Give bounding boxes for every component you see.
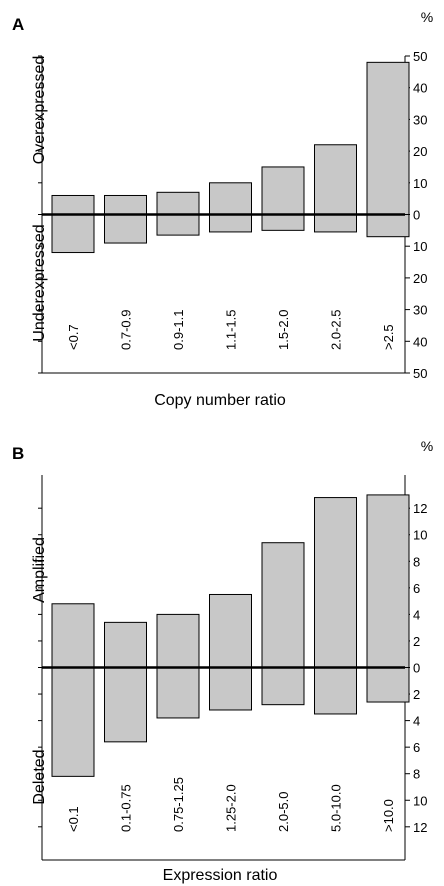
panel-a-bar-lower-6: [366, 214, 410, 238]
panel-b-bar-lower-2: [156, 667, 200, 719]
panel-b-tick-label: 6: [413, 740, 420, 755]
panel-b-tick-label: 4: [413, 607, 420, 622]
panel-b-tick-label: 10: [413, 528, 427, 543]
panel-a-bar-upper-5: [314, 144, 357, 215]
panel-b-tick-label: 12: [413, 820, 427, 835]
panel-b-bar-upper-6: [366, 494, 410, 668]
panel-a-tick-label: 20: [413, 271, 427, 286]
panel-a-tick-label: 30: [413, 112, 427, 127]
panel-a-bar-upper-3: [209, 182, 252, 216]
panel-a-bar-lower-4: [261, 214, 305, 231]
panel-b-tick-label: 10: [413, 793, 427, 808]
panel-b-bar-lower-0: [51, 667, 95, 777]
panel-a-tick-label: 40: [413, 81, 427, 96]
panel-a-lower-label: Underexpressed: [31, 224, 48, 341]
panel-a-bar-lower-0: [51, 214, 95, 254]
panel-a-category-label-1: 0.7-0.9: [119, 310, 134, 350]
panel-a-category-label-6: >2.5: [381, 324, 396, 350]
panel-b-tick-label: 2: [413, 687, 420, 702]
panel-a-bar-lower-1: [104, 214, 147, 244]
panel-b-bar-upper-5: [314, 497, 357, 668]
panel-a-bar-lower-3: [209, 214, 252, 233]
panel-b-category-label-2: 0.75-1.25: [171, 777, 186, 832]
panel-a-tick-label: 50: [413, 366, 427, 381]
panel-a-tick-label: 10: [413, 239, 427, 254]
panel-b-tick-label: 6: [413, 581, 420, 596]
panel-b-bar-upper-0: [51, 603, 95, 669]
panel-b-bar-lower-3: [209, 667, 252, 711]
panel-a-bar-upper-1: [104, 194, 147, 215]
panel-a-category-label-3: 1.1-1.5: [224, 310, 239, 350]
panel-b-category-label-3: 1.25-2.0: [224, 784, 239, 832]
panel-a-tick-label: 20: [413, 144, 427, 159]
panel-b-bar-lower-1: [104, 667, 147, 743]
panel-b-bar-lower-4: [261, 667, 305, 706]
panel-b-tick-label: 8: [413, 767, 420, 782]
panel-a: A % Overexpressed Underexpressed Copy nu…: [12, 9, 433, 409]
panel-b: B % Amplified Deleted Expression ratio 1…: [12, 438, 433, 884]
panel-a-tick-label: 40: [413, 334, 427, 349]
panel-b-bar-lower-6: [366, 667, 410, 703]
panel-a-tick-label: 50: [413, 49, 427, 64]
panel-a-bar-upper-4: [261, 166, 305, 215]
panel-a-bar-lower-5: [314, 214, 357, 233]
panel-b-x-axis-title: Expression ratio: [163, 867, 278, 884]
panel-b-category-label-0: <0.1: [66, 806, 81, 832]
panel-a-category-label-0: <0.7: [66, 324, 81, 350]
panel-a-upper-label: Overexpressed: [31, 56, 48, 165]
panel-a-category-label-4: 1.5-2.0: [276, 310, 291, 350]
panel-b-category-label-1: 0.1-0.75: [119, 784, 134, 832]
panel-b-tick-label: 8: [413, 554, 420, 569]
panel-b-category-label-6: >10.0: [381, 799, 396, 832]
panel-b-unit: %: [421, 438, 433, 454]
panel-b-lower-label: Deleted: [31, 749, 48, 804]
panel-a-tick-label: 0: [413, 208, 420, 223]
panel-a-category-label-5: 2.0-2.5: [329, 310, 344, 350]
panel-a-category-label-2: 0.9-1.1: [171, 310, 186, 350]
panel-b-bar-lower-5: [314, 667, 357, 715]
panel-b-bar-upper-4: [261, 542, 305, 669]
panel-a-label: A: [12, 15, 24, 34]
panel-a-bar-upper-6: [366, 61, 410, 216]
panel-b-tick-label: 0: [413, 661, 420, 676]
panel-a-bar-upper-2: [156, 191, 200, 215]
panel-a-bar-lower-2: [156, 214, 200, 236]
panel-b-category-label-5: 5.0-10.0: [329, 784, 344, 832]
panel-b-tick-label: 12: [413, 501, 427, 516]
panel-a-tick-label: 30: [413, 303, 427, 318]
panel-b-bar-upper-1: [104, 621, 147, 668]
panel-a-bar-upper-0: [51, 194, 95, 215]
panel-a-tick-label: 10: [413, 176, 427, 191]
panel-b-label: B: [12, 444, 24, 463]
panel-b-bar-upper-2: [156, 613, 200, 668]
panel-a-unit: %: [421, 9, 433, 25]
panel-b-tick-label: 2: [413, 634, 420, 649]
panel-b-tick-label: 4: [413, 714, 420, 729]
panel-b-upper-label: Amplified: [31, 537, 48, 603]
panel-a-x-axis-title: Copy number ratio: [154, 392, 286, 409]
panel-b-category-label-4: 2.0-5.0: [276, 792, 291, 832]
panel-b-bar-upper-3: [209, 593, 252, 669]
